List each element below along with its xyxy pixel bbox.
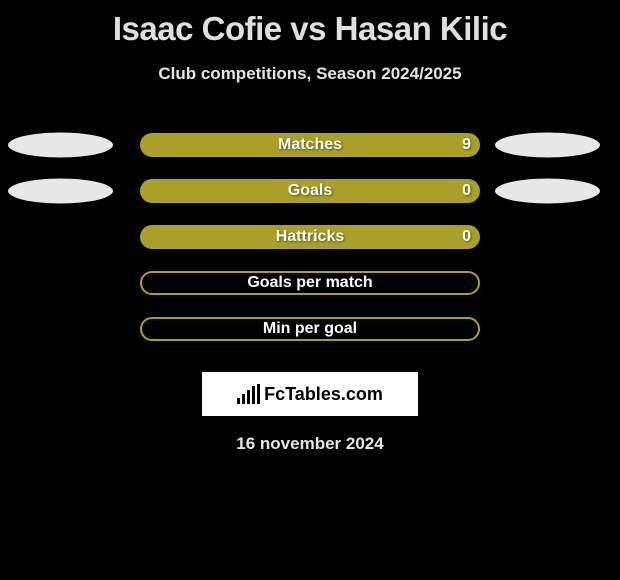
player-left-marker <box>8 179 113 204</box>
comparison-infographic: Isaac Cofie vs Hasan Kilic Club competit… <box>0 0 620 580</box>
page-title: Isaac Cofie vs Hasan Kilic <box>0 0 620 48</box>
stat-row: Goals per match <box>0 260 620 306</box>
player-left-marker <box>8 133 113 158</box>
stat-row: Matches 9 <box>0 122 620 168</box>
logo-text: FcTables.com <box>264 384 383 405</box>
subtitle: Club competitions, Season 2024/2025 <box>0 64 620 84</box>
stat-bar: Goals per match <box>140 271 480 295</box>
stat-bar: Matches 9 <box>140 133 480 157</box>
stat-row: Hattricks 0 <box>0 214 620 260</box>
player-right-marker <box>495 179 600 204</box>
logo-bars-icon <box>237 384 260 404</box>
stat-bar: Min per goal <box>140 317 480 341</box>
stat-value-right: 9 <box>462 136 471 154</box>
stat-row: Min per goal <box>0 306 620 352</box>
stat-value-right: 0 <box>462 182 471 200</box>
stat-bar: Hattricks 0 <box>140 225 480 249</box>
logo-box: FcTables.com <box>202 372 418 416</box>
stat-label: Min per goal <box>263 320 357 338</box>
player-right-marker <box>495 133 600 158</box>
comparison-rows: Matches 9 Goals 0 Hattricks 0 Goals per match M… <box>0 122 620 352</box>
date-text: 16 november 2024 <box>0 434 620 454</box>
stat-label: Goals <box>288 182 332 200</box>
fctables-logo: FcTables.com <box>237 384 383 405</box>
stat-label: Matches <box>278 136 342 154</box>
stat-value-right: 0 <box>462 228 471 246</box>
stat-row: Goals 0 <box>0 168 620 214</box>
stat-label: Hattricks <box>276 228 344 246</box>
stat-label: Goals per match <box>247 274 372 292</box>
stat-bar: Goals 0 <box>140 179 480 203</box>
